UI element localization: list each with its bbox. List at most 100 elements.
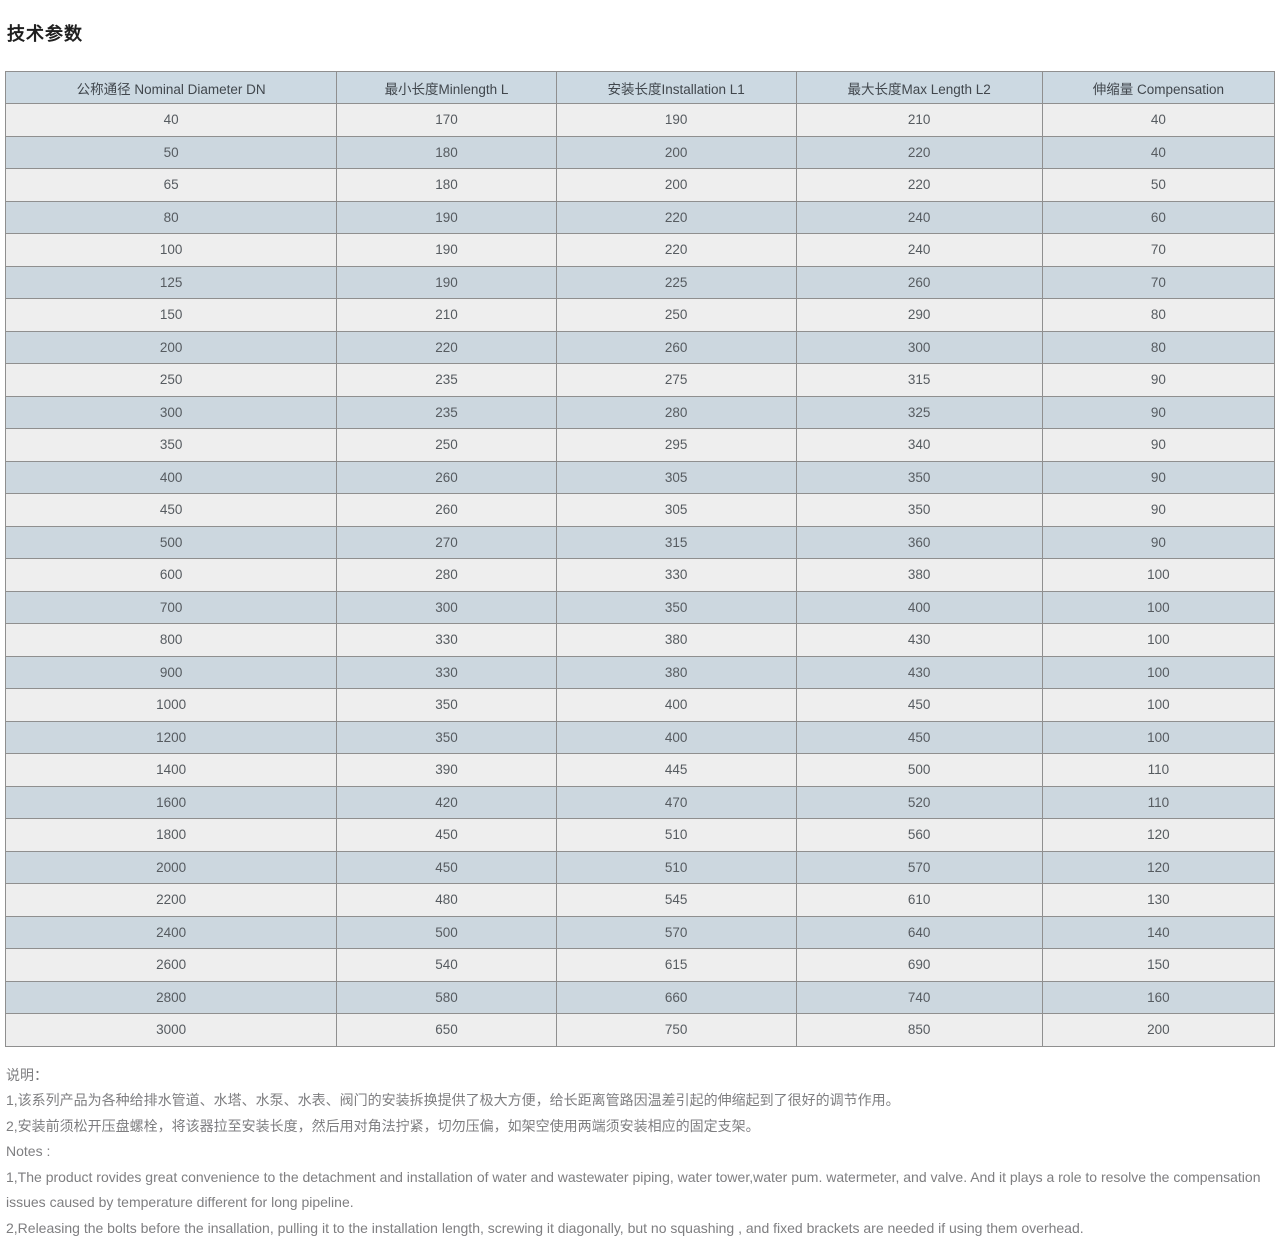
table-cell: 80: [1042, 299, 1274, 332]
table-cell: 70: [1042, 234, 1274, 267]
table-cell: 200: [6, 331, 337, 364]
table-cell: 65: [6, 169, 337, 202]
table-cell: 220: [337, 331, 557, 364]
table-cell: 235: [337, 364, 557, 397]
table-cell: 315: [556, 526, 796, 559]
table-cell: 110: [1042, 754, 1274, 787]
column-header: 公称通径 Nominal Diameter DN: [6, 72, 337, 104]
notes-en-item: 2,Releasing the bolts before the insalla…: [6, 1216, 1275, 1241]
table-cell: 350: [796, 494, 1042, 527]
table-cell: 325: [796, 396, 1042, 429]
table-cell: 260: [556, 331, 796, 364]
table-cell: 640: [796, 916, 1042, 949]
table-cell: 570: [796, 851, 1042, 884]
table-cell: 380: [556, 624, 796, 657]
table-cell: 90: [1042, 396, 1274, 429]
column-header: 最小长度Minlength L: [337, 72, 557, 104]
table-cell: 180: [337, 169, 557, 202]
table-cell: 270: [337, 526, 557, 559]
table-cell: 450: [337, 851, 557, 884]
table-cell: 400: [556, 689, 796, 722]
table-cell: 200: [556, 136, 796, 169]
table-cell: 400: [796, 591, 1042, 624]
table-cell: 700: [6, 591, 337, 624]
table-cell: 260: [796, 266, 1042, 299]
table-cell: 260: [337, 461, 557, 494]
table-cell: 295: [556, 429, 796, 462]
table-cell: 540: [337, 949, 557, 982]
table-cell: 1000: [6, 689, 337, 722]
table-cell: 100: [1042, 721, 1274, 754]
table-cell: 305: [556, 494, 796, 527]
table-cell: 100: [1042, 689, 1274, 722]
table-cell: 360: [796, 526, 1042, 559]
table-cell: 90: [1042, 526, 1274, 559]
table-cell: 150: [1042, 949, 1274, 982]
table-cell: 2000: [6, 851, 337, 884]
table-cell: 2400: [6, 916, 337, 949]
table-cell: 305: [556, 461, 796, 494]
table-cell: 1800: [6, 819, 337, 852]
table-cell: 190: [337, 266, 557, 299]
table-cell: 560: [796, 819, 1042, 852]
table-cell: 170: [337, 104, 557, 137]
column-header: 安装长度Installation L1: [556, 72, 796, 104]
table-cell: 40: [1042, 136, 1274, 169]
table-cell: 275: [556, 364, 796, 397]
table-cell: 740: [796, 981, 1042, 1014]
table-cell: 520: [796, 786, 1042, 819]
table-cell: 350: [556, 591, 796, 624]
notes-cn-label: 说明：: [6, 1063, 1275, 1089]
table-cell: 500: [796, 754, 1042, 787]
table-cell: 900: [6, 656, 337, 689]
table-cell: 450: [796, 689, 1042, 722]
table-cell: 120: [1042, 819, 1274, 852]
table-cell: 210: [796, 104, 1042, 137]
table-cell: 2200: [6, 884, 337, 917]
table-cell: 40: [6, 104, 337, 137]
table-cell: 220: [796, 136, 1042, 169]
table-cell: 300: [796, 331, 1042, 364]
table-cell: 240: [796, 201, 1042, 234]
table-cell: 510: [556, 819, 796, 852]
table-cell: 60: [1042, 201, 1274, 234]
table-cell: 120: [1042, 851, 1274, 884]
table-cell: 380: [556, 656, 796, 689]
table-cell: 280: [337, 559, 557, 592]
table-cell: 110: [1042, 786, 1274, 819]
table-cell: 140: [1042, 916, 1274, 949]
table-cell: 350: [6, 429, 337, 462]
table-cell: 400: [6, 461, 337, 494]
table-cell: 350: [337, 721, 557, 754]
table-cell: 1400: [6, 754, 337, 787]
table-cell: 220: [796, 169, 1042, 202]
table-cell: 250: [6, 364, 337, 397]
table-cell: 600: [6, 559, 337, 592]
table-cell: 190: [337, 201, 557, 234]
table-cell: 330: [337, 624, 557, 657]
table-cell: 350: [337, 689, 557, 722]
table-cell: 300: [337, 591, 557, 624]
table-cell: 90: [1042, 429, 1274, 462]
table-cell: 330: [337, 656, 557, 689]
table-cell: 50: [1042, 169, 1274, 202]
